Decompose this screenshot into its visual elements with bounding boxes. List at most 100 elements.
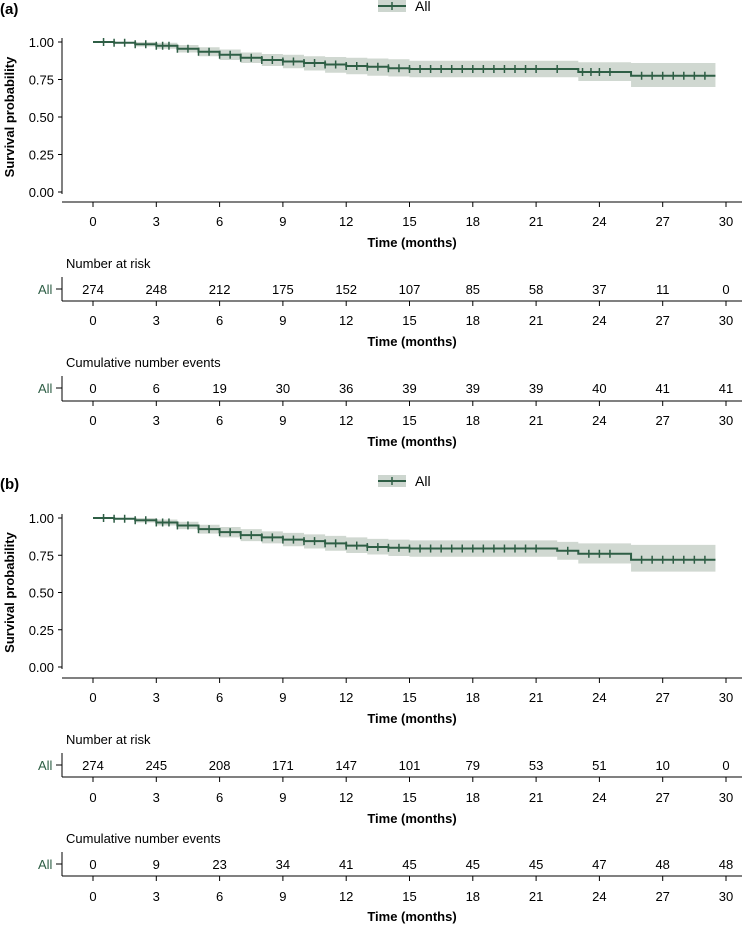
events-value: 48 <box>655 857 669 872</box>
risk-value: 11 <box>656 282 670 297</box>
risk-value: 152 <box>335 282 357 297</box>
events-x-tick-label: 18 <box>466 889 480 904</box>
events-value: 48 <box>719 857 733 872</box>
risk-x-tick-label: 18 <box>466 790 480 805</box>
risk-x-tick-label: 21 <box>529 790 543 805</box>
risk-x-tick-label: 24 <box>592 790 606 805</box>
events-value: 39 <box>466 381 480 396</box>
events-x-tick-label: 12 <box>339 889 353 904</box>
events-value: 40 <box>592 381 606 396</box>
y-tick-label: 0.00 <box>29 185 54 200</box>
x-tick-label: 27 <box>655 214 669 229</box>
events-x-tick-label: 18 <box>466 413 480 428</box>
risk-value: 101 <box>399 758 421 773</box>
confidence-band <box>93 42 716 87</box>
risk-value: 107 <box>399 282 421 297</box>
risk-value: 245 <box>145 758 167 773</box>
risk-x-tick-label: 0 <box>89 313 96 328</box>
y-tick-label: 0.75 <box>29 548 54 563</box>
confidence-band <box>93 518 716 572</box>
events-value: 39 <box>529 381 543 396</box>
risk-x-tick-label: 21 <box>529 313 543 328</box>
x-tick-label: 0 <box>89 214 96 229</box>
risk-value: 51 <box>592 758 606 773</box>
risk-x-tick-label: 6 <box>216 790 223 805</box>
risk-x-tick-label: 6 <box>216 313 223 328</box>
events-value: 45 <box>466 857 480 872</box>
events-value: 9 <box>153 857 160 872</box>
risk-value: 0 <box>722 758 729 773</box>
risk-value: 208 <box>209 758 231 773</box>
risk-x-tick-label: 27 <box>655 313 669 328</box>
panel-b: (b) All 0.00 0.25 0.50 0.75 1.00 Survival proba… <box>0 473 742 924</box>
x-tick-label: 6 <box>216 214 223 229</box>
risk-x-tick-label: 12 <box>339 790 353 805</box>
legend-label: All <box>415 0 431 14</box>
x-tick-label: 30 <box>719 214 733 229</box>
y-tick-label: 0.25 <box>29 148 54 163</box>
events-value: 41 <box>719 381 733 396</box>
legend-label: All <box>415 473 431 489</box>
risk-x-tick-label: 0 <box>89 790 96 805</box>
events-value: 0 <box>89 381 96 396</box>
x-tick-label: 12 <box>339 214 353 229</box>
x-tick-label: 3 <box>153 690 160 705</box>
events-row-label: All <box>38 381 53 396</box>
events-x-tick-label: 30 <box>719 889 733 904</box>
risk-value: 53 <box>529 758 543 773</box>
events-x-tick-label: 15 <box>402 413 416 428</box>
events-x-tick-label: 24 <box>592 413 606 428</box>
events-value: 45 <box>529 857 543 872</box>
risk-value: 37 <box>592 282 606 297</box>
panel-a: (a) All 0.00 0.25 0.50 0.75 1.00 Survival proba… <box>0 0 742 449</box>
events-x-tick-label: 0 <box>89 889 96 904</box>
risk-row-label: All <box>38 282 53 297</box>
risk-x-tick-label: 24 <box>592 313 606 328</box>
x-tick-label: 18 <box>466 690 480 705</box>
events-x-tick-label: 27 <box>655 413 669 428</box>
events-value: 47 <box>592 857 606 872</box>
risk-x-tick-label: 3 <box>153 790 160 805</box>
events-x-tick-label: 9 <box>279 413 286 428</box>
risk-value: 212 <box>209 282 231 297</box>
events-x-tick-label: 3 <box>153 889 160 904</box>
legend: All <box>378 473 431 489</box>
x-tick-label: 30 <box>719 690 733 705</box>
risk-x-tick-label: 15 <box>402 790 416 805</box>
events-value: 36 <box>339 381 353 396</box>
events-table-title: Cumulative number events <box>66 831 221 846</box>
risk-value: 147 <box>335 758 357 773</box>
x-tick-label: 21 <box>529 214 543 229</box>
events-x-tick-label: 27 <box>655 889 669 904</box>
x-axis-title: Time (months) <box>367 235 456 250</box>
y-tick-label: 1.00 <box>29 511 54 526</box>
events-x-tick-label: 12 <box>339 413 353 428</box>
risk-x-tick-label: 18 <box>466 313 480 328</box>
y-tick-label: 0.25 <box>29 623 54 638</box>
events-x-tick-label: 9 <box>279 889 286 904</box>
events-x-axis-title: Time (months) <box>367 434 456 449</box>
legend: All <box>378 0 431 14</box>
risk-x-axis-title: Time (months) <box>367 334 456 349</box>
risk-x-tick-label: 9 <box>279 790 286 805</box>
y-tick-label: 0.75 <box>29 73 54 88</box>
risk-table-title: Number at risk <box>66 256 151 271</box>
risk-x-axis-title: Time (months) <box>367 811 456 826</box>
risk-value: 79 <box>466 758 480 773</box>
events-value: 39 <box>402 381 416 396</box>
risk-x-tick-label: 15 <box>402 313 416 328</box>
x-tick-label: 27 <box>655 690 669 705</box>
events-row-label: All <box>38 857 53 872</box>
risk-x-tick-label: 12 <box>339 313 353 328</box>
y-axis-title: Survival probability <box>2 56 17 177</box>
risk-x-tick-label: 30 <box>719 790 733 805</box>
risk-value: 274 <box>82 758 104 773</box>
risk-value: 274 <box>82 282 104 297</box>
x-tick-label: 9 <box>279 690 286 705</box>
events-value: 34 <box>276 857 290 872</box>
events-x-tick-label: 0 <box>89 413 96 428</box>
events-value: 0 <box>89 857 96 872</box>
events-value: 6 <box>153 381 160 396</box>
risk-value: 248 <box>145 282 167 297</box>
